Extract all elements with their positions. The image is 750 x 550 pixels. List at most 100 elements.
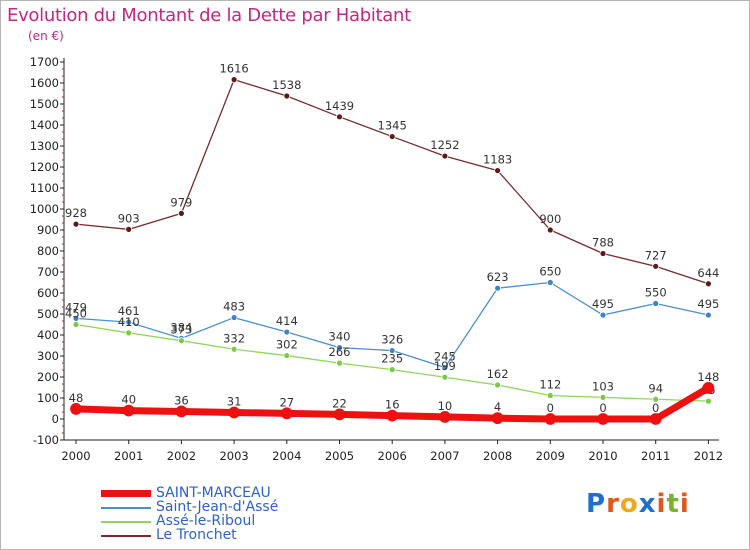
y-tick-label: 500 — [37, 307, 59, 321]
x-tick-label: 2001 — [114, 449, 143, 463]
data-point — [336, 344, 343, 352]
data-point — [388, 133, 396, 140]
data-label: 903 — [118, 211, 140, 225]
legend-item-saint-marceau: SAINT-MARCEAU — [101, 485, 401, 501]
data-label: 483 — [223, 300, 245, 314]
x-tick-label: 2002 — [167, 449, 196, 463]
data-point — [177, 337, 185, 345]
data-point — [705, 311, 712, 319]
legend-swatch — [101, 490, 151, 497]
data-label: 461 — [118, 304, 140, 318]
data-point — [228, 406, 241, 419]
data-point — [336, 359, 343, 367]
data-label: 16 — [385, 398, 400, 412]
data-label: 373 — [170, 323, 192, 337]
chart-subtitle: (en €) — [28, 29, 64, 43]
legend-label: SAINT-MARCEAU — [156, 485, 271, 501]
legend-item-le-tronchet: Le Tronchet — [101, 527, 401, 543]
data-label: 1345 — [378, 119, 407, 133]
data-label: 450 — [65, 307, 87, 321]
y-tick-label: 1700 — [30, 55, 59, 69]
data-point — [441, 152, 449, 160]
data-label: 410 — [118, 315, 140, 329]
data-label: 36 — [174, 393, 189, 407]
data-point — [546, 392, 554, 399]
data-label: 302 — [276, 338, 298, 352]
y-tick-label: 1200 — [30, 160, 59, 174]
x-tick-label: 2005 — [325, 449, 354, 463]
data-label: 650 — [539, 265, 561, 279]
legend-swatch — [101, 521, 151, 523]
data-label: 40 — [121, 393, 136, 407]
legend: SAINT-MARCEAU Saint-Jean-d'Assé Assé-le-… — [101, 485, 401, 543]
data-point — [283, 92, 291, 100]
data-point — [70, 403, 82, 415]
proxiti-logo: Proxiti — [586, 489, 690, 519]
x-tick-label: 2003 — [219, 449, 248, 463]
data-point — [230, 76, 238, 84]
data-label: 0 — [652, 401, 659, 415]
y-tick-label: 300 — [37, 349, 59, 363]
data-point — [283, 352, 291, 359]
y-tick-label: 0 — [52, 412, 59, 426]
y-tick-label: 1400 — [30, 118, 59, 132]
x-tick-label: 2011 — [641, 449, 670, 463]
data-label: 1616 — [219, 62, 248, 76]
y-tick-label: 200 — [37, 370, 59, 384]
x-tick-label: 2010 — [588, 449, 617, 463]
x-tick-label: 2009 — [536, 449, 565, 463]
data-label: 326 — [381, 333, 403, 347]
legend-item-asse-le-riboul: Assé-le-Riboul — [101, 513, 401, 529]
data-point — [599, 311, 607, 319]
data-label: 94 — [648, 381, 663, 395]
data-label: 162 — [487, 367, 509, 381]
data-label: 1252 — [430, 138, 459, 152]
data-point — [705, 397, 712, 405]
y-tick-label: 1500 — [30, 97, 59, 111]
data-label: 31 — [227, 394, 242, 408]
data-point — [597, 413, 609, 425]
data-point — [494, 381, 502, 389]
logo-letter: x — [638, 489, 657, 519]
logo-letter: o — [619, 489, 639, 519]
data-label: 266 — [329, 345, 351, 359]
data-point — [72, 321, 80, 328]
data-point — [388, 347, 396, 354]
data-label: 495 — [592, 297, 614, 311]
data-label: 495 — [697, 297, 719, 311]
data-point — [386, 409, 399, 422]
x-tick-label: 2000 — [61, 449, 90, 463]
y-tick-label: 800 — [37, 244, 59, 258]
logo-letter: i — [656, 489, 667, 519]
data-point — [494, 167, 502, 174]
data-label: 727 — [645, 248, 667, 262]
logo-letter: r — [606, 489, 620, 519]
data-label: 199 — [434, 359, 456, 373]
x-tick-label: 2008 — [483, 449, 512, 463]
data-label: 928 — [65, 206, 87, 220]
data-point — [705, 280, 712, 288]
data-label: 1538 — [272, 78, 301, 92]
data-label: 979 — [170, 195, 192, 209]
data-point — [652, 262, 660, 270]
data-label: 384 — [170, 320, 192, 334]
data-label: 235 — [381, 352, 403, 366]
data-label: 148 — [697, 370, 719, 384]
data-point — [336, 113, 343, 121]
data-point — [230, 345, 238, 353]
y-tick-label: 1100 — [30, 181, 59, 195]
data-point — [230, 314, 238, 321]
x-tick-label: 2012 — [694, 449, 723, 463]
data-point — [702, 382, 715, 394]
data-point — [599, 393, 607, 401]
data-point — [441, 373, 449, 381]
data-label: 48 — [69, 391, 84, 405]
data-point — [546, 226, 554, 234]
y-tick-label: -100 — [33, 433, 59, 447]
y-tick-label: 1000 — [30, 202, 59, 216]
data-point — [333, 408, 346, 421]
data-label: 112 — [539, 377, 561, 391]
y-tick-label: 1600 — [30, 76, 59, 90]
data-label: 103 — [592, 379, 614, 393]
